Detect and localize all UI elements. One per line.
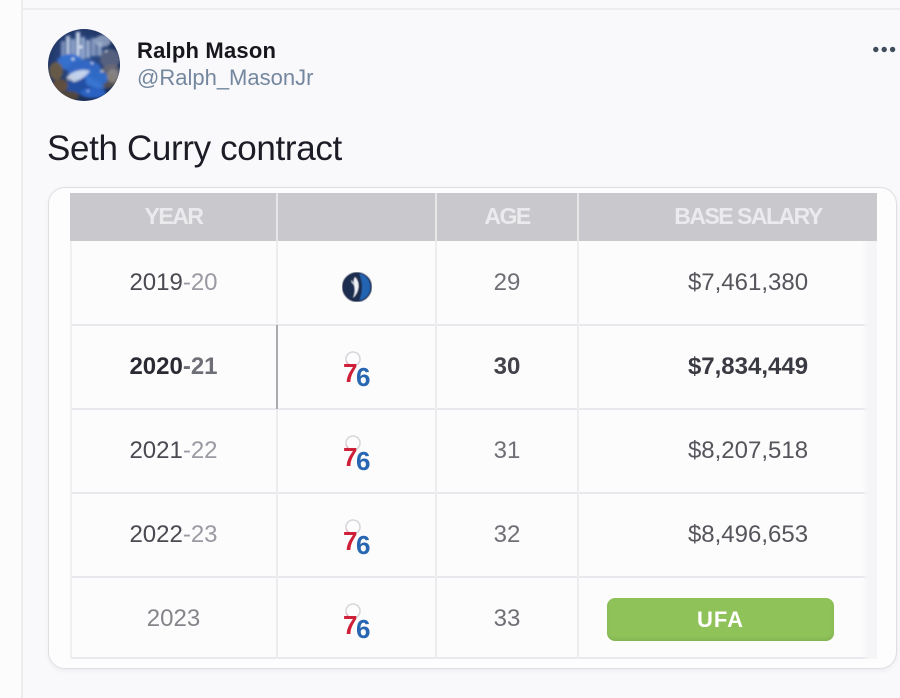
svg-text:7: 7: [343, 442, 357, 472]
svg-text:6: 6: [356, 530, 370, 557]
svg-text:6: 6: [356, 446, 370, 473]
svg-text:7: 7: [343, 358, 357, 388]
svg-text:6: 6: [356, 614, 370, 641]
svg-text:7: 7: [343, 526, 357, 556]
svg-text:7: 7: [343, 610, 357, 640]
svg-text:6: 6: [356, 362, 370, 389]
